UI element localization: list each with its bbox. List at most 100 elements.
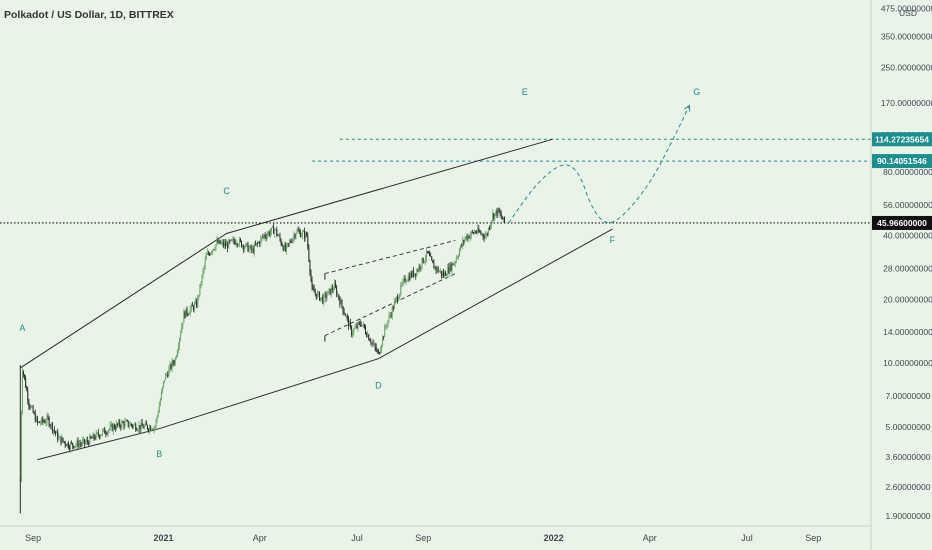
candle-body <box>359 322 361 326</box>
candle-body <box>205 254 207 260</box>
candle-body <box>501 217 503 220</box>
candle-body <box>55 431 57 434</box>
candle-body <box>350 322 352 327</box>
candle-body <box>215 244 217 249</box>
candle-body <box>488 228 490 229</box>
drawing-layer <box>20 104 691 461</box>
candle-body <box>173 363 175 365</box>
candle-body <box>94 438 96 440</box>
candle-body <box>351 326 353 336</box>
candle-body <box>368 334 370 340</box>
candle-body <box>461 245 463 246</box>
candle-body <box>285 244 287 251</box>
wave-labels: A B C D E F G <box>19 87 700 459</box>
time-tick-label: Jul <box>351 533 363 543</box>
candle-body <box>185 308 187 318</box>
projection-arrowhead <box>684 104 691 112</box>
candle-body <box>363 324 365 329</box>
candle-body <box>170 364 172 369</box>
candle-body <box>192 306 194 310</box>
candle-body <box>58 437 60 440</box>
candle-body <box>158 405 160 413</box>
candle-body <box>409 273 411 281</box>
candle-body <box>451 263 453 271</box>
candle-body <box>269 232 271 236</box>
candle-body <box>300 235 302 237</box>
candle-body <box>221 241 223 243</box>
candle-body <box>235 243 237 245</box>
channel-lower-line <box>37 228 613 461</box>
candle-body <box>179 338 181 347</box>
candle-body <box>478 228 480 232</box>
time-axis[interactable]: Sep 2021 Apr Jul Sep 2022 Apr Jul Sep <box>25 533 821 543</box>
candle-body <box>431 256 433 261</box>
candle-body <box>52 429 54 432</box>
candle-body <box>92 434 94 439</box>
candle-body <box>281 244 283 247</box>
candle-body <box>453 263 455 266</box>
candle-body <box>321 296 323 298</box>
candle-body <box>464 238 466 242</box>
candle-body <box>335 283 337 288</box>
candle-body <box>93 434 95 439</box>
candle-body <box>37 421 39 423</box>
candle-body <box>81 440 83 445</box>
candle-body <box>73 445 75 448</box>
candle-body <box>260 238 262 245</box>
candle-body <box>378 352 380 354</box>
candle-body <box>168 368 170 377</box>
horizontal-lines <box>0 138 871 224</box>
candle-body <box>51 423 53 432</box>
candle-body <box>223 242 225 246</box>
wave-label-d: D <box>375 380 382 390</box>
candle-body <box>142 426 144 429</box>
candle-body <box>486 234 488 235</box>
price-tick-label: 56.00000000 <box>883 200 932 210</box>
candle-body <box>152 429 154 431</box>
candle-body <box>166 374 168 376</box>
candle-body <box>389 315 391 316</box>
candle-body <box>343 312 345 314</box>
candle-body <box>161 387 163 393</box>
candle-body <box>242 245 244 247</box>
candle-body <box>495 210 497 214</box>
candle-body <box>480 232 482 234</box>
candle-body <box>254 244 256 246</box>
candle-body <box>104 428 106 434</box>
candle-body <box>455 258 457 262</box>
candle-body <box>493 213 495 219</box>
candle-body <box>151 429 153 431</box>
candle-body <box>299 231 301 237</box>
candle-body <box>34 413 36 422</box>
candle-body <box>268 232 270 236</box>
candle-body <box>127 420 129 427</box>
candle-body <box>191 304 193 307</box>
candle-body <box>25 378 27 388</box>
candle-body <box>483 236 485 239</box>
candle-body <box>449 263 451 273</box>
channel-upper-line <box>20 138 553 369</box>
candle-body <box>467 235 469 240</box>
candle-body <box>399 293 401 298</box>
candle-body <box>393 301 395 309</box>
candle-body <box>314 292 316 294</box>
candle-body <box>273 226 275 234</box>
candle-body <box>222 241 224 246</box>
candle-body <box>68 447 70 450</box>
candle-body <box>225 242 226 246</box>
candle-body <box>120 426 122 428</box>
candle-body <box>80 443 82 445</box>
candle-body <box>23 371 25 375</box>
candle-body <box>133 424 135 427</box>
candle-body <box>103 428 105 431</box>
candle-body <box>293 235 295 239</box>
candle-body <box>233 239 235 242</box>
candle-body <box>418 265 420 271</box>
candle-body <box>61 437 63 444</box>
candle-body <box>234 241 236 245</box>
candle-body <box>355 325 357 328</box>
candle-body <box>237 244 239 246</box>
candle-body <box>371 342 373 344</box>
